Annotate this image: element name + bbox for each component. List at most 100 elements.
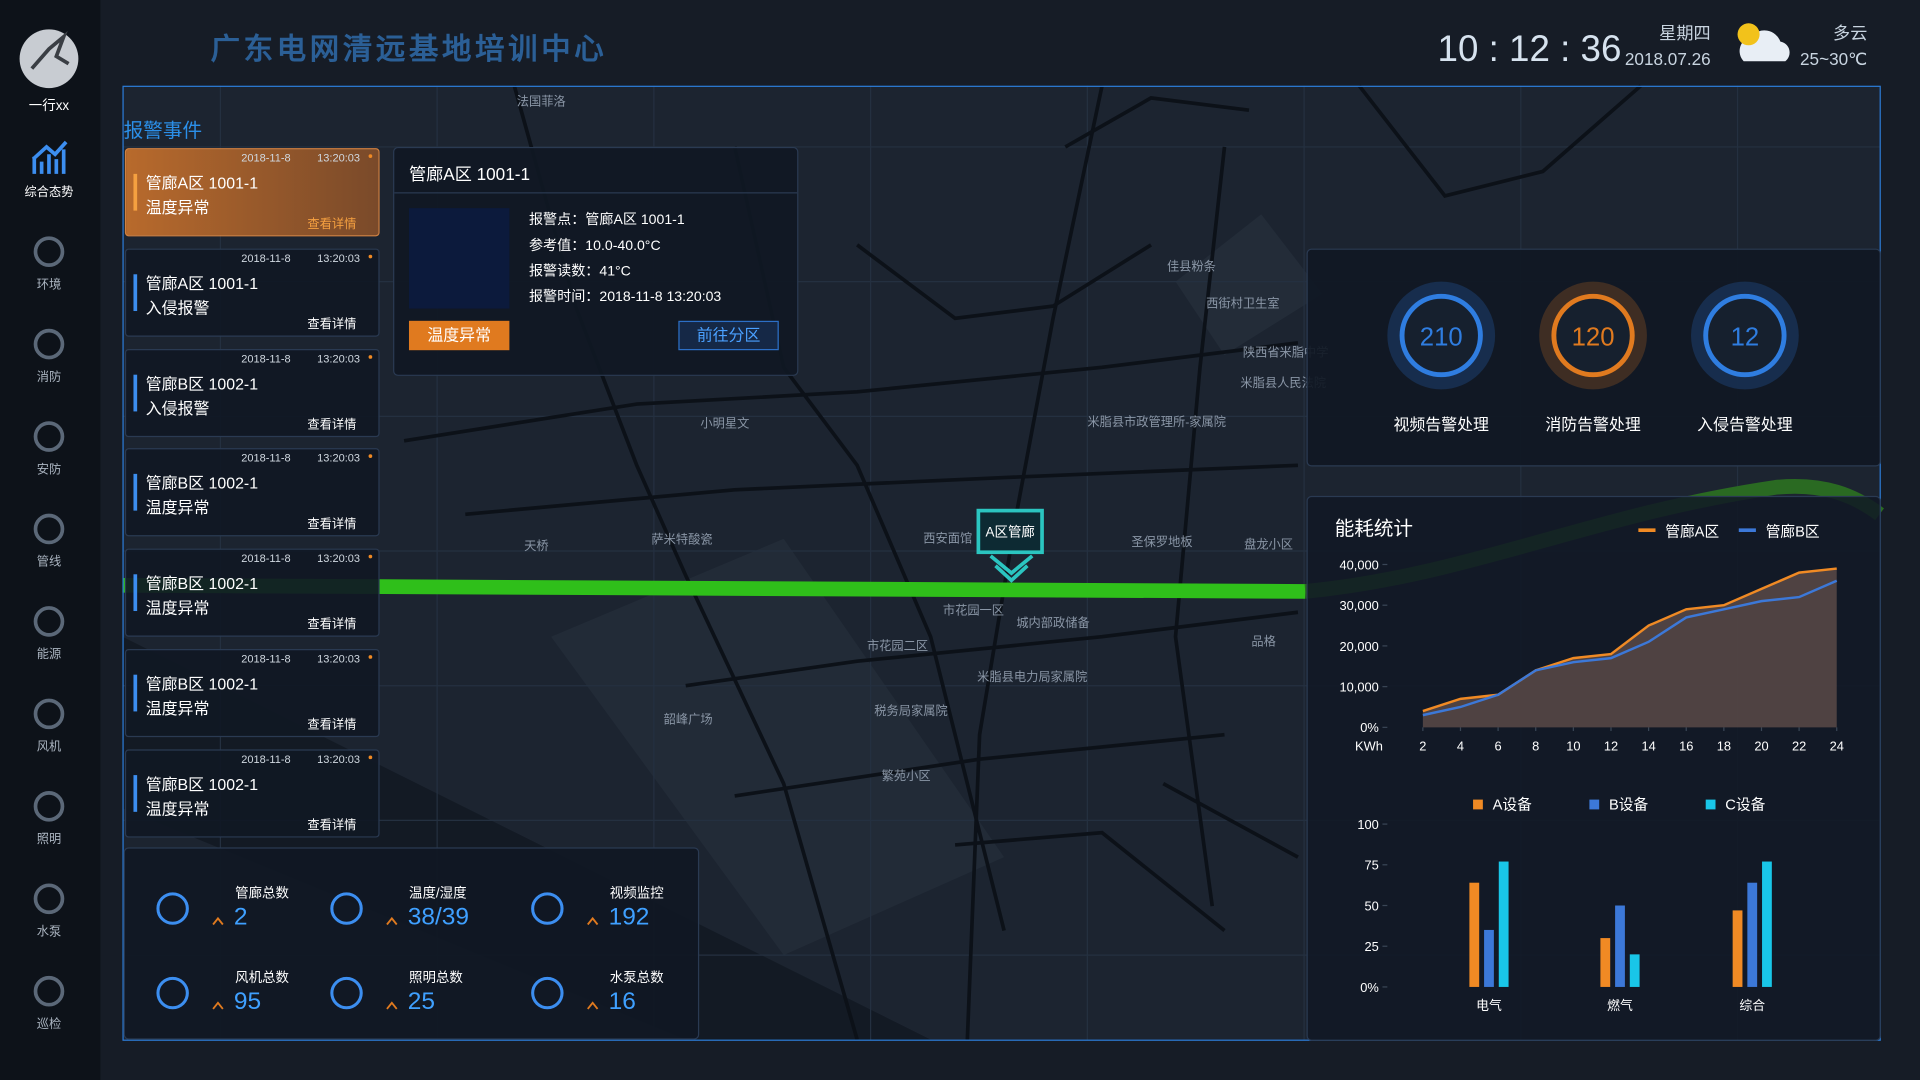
nav-label: 消防	[37, 369, 61, 384]
alarm-dot	[368, 655, 373, 659]
map-road	[1162, 782, 1299, 859]
alarm-bar	[133, 474, 138, 512]
y-tick-label: 10,000	[1339, 680, 1378, 695]
nav-icon	[33, 421, 65, 452]
alarm-card[interactable]: 2018-11-8 13:20:03 管廊B区 1002-1 温度异常 查看详情	[124, 448, 380, 537]
nav-label: 风机	[37, 740, 61, 754]
marker-label: A区管廊	[986, 523, 1035, 539]
nav-icon	[31, 140, 68, 174]
y-tick-label: 50	[1364, 898, 1378, 913]
nav-icon	[33, 328, 65, 360]
alarm-dot	[368, 354, 373, 359]
x-tick-label: 20	[1754, 739, 1768, 754]
y-tick-label: 0%	[1360, 980, 1379, 995]
alarm-date: 2018-11-8	[241, 452, 291, 465]
temperature: 25~30℃	[1800, 48, 1868, 69]
alarm-location: 管廊B区 1002-1	[145, 774, 259, 794]
nav-label: 照明	[37, 832, 61, 846]
alarm-link[interactable]: 查看详情	[307, 518, 357, 532]
x-tick-label: 12	[1604, 739, 1618, 754]
nav-label: 管线	[37, 554, 61, 569]
alarm-card[interactable]: 2018-11-8 13:20:03 管廊B区 1002-1 温度异常 查看详情	[124, 548, 380, 637]
alarm-link[interactable]: 查看详情	[307, 818, 357, 833]
bar	[1615, 905, 1625, 987]
alarm-card[interactable]: 2018-11-8 13:20:03 管廊A区 1001-1 入侵报警 查看详情	[124, 248, 380, 337]
alarm-link[interactable]: 查看详情	[307, 217, 357, 232]
weather: 多云	[1833, 23, 1868, 43]
marker-box	[976, 508, 1044, 555]
stat-label: 视频监控	[609, 886, 664, 902]
stat-value: 192	[608, 903, 650, 931]
alarm-location: 管廊A区 1001-1	[145, 274, 259, 293]
legend-label: B设备	[1609, 796, 1648, 813]
nav-icon	[33, 236, 65, 267]
stat-label: 管廊总数	[235, 886, 289, 902]
nav-label: 环境	[37, 276, 61, 291]
x-tick-label: 24	[1830, 739, 1844, 754]
nav-label: 能源	[37, 647, 61, 661]
alarm-link[interactable]: 查看详情	[307, 318, 357, 332]
gauges: 210 视频告警处理 120 消防告警处理 12 入侵告警处理	[1387, 281, 1799, 434]
popup-button[interactable]: 前往分区	[678, 320, 779, 351]
stat-value: 95	[233, 988, 262, 1016]
alarm-date: 2018-11-8	[241, 752, 291, 766]
bar	[1747, 882, 1758, 987]
y-axis-label: KWh	[1355, 739, 1383, 754]
popup-divider	[394, 192, 798, 194]
alarm-time: 13:20:03	[317, 552, 361, 565]
bar	[1469, 882, 1480, 987]
stat-arrow	[587, 916, 599, 926]
gauge-value: 210	[1420, 323, 1463, 351]
stat-icon	[330, 976, 363, 1010]
map-label: 米脂县人民法院	[1240, 375, 1326, 390]
x-tick-label: 8	[1532, 739, 1539, 754]
stat-arrow	[587, 1001, 599, 1010]
alarm-link[interactable]: 查看详情	[307, 618, 357, 633]
map-label: 小明星文	[700, 415, 749, 430]
map-label: 萨米特酸瓷	[651, 532, 712, 547]
alarm-date: 2018-11-8	[241, 652, 291, 665]
alarm-type: 温度异常	[145, 599, 210, 618]
map-label: 米脂县市政管理所-家属院	[1087, 414, 1226, 429]
map-label: 西安面馆	[923, 530, 972, 545]
nav-label: 综合态势	[25, 184, 74, 199]
alarm-type: 温度异常	[145, 799, 210, 818]
page-title: 广东电网清远基地培训中心	[210, 33, 608, 67]
alarm-link[interactable]: 查看详情	[307, 418, 357, 432]
nav-label: 水泵	[37, 925, 61, 939]
alarm-date: 2018-11-8	[241, 151, 291, 165]
alarm-bar	[133, 274, 138, 311]
user-name: 一行xx	[29, 98, 70, 113]
x-tick-label: 2	[1419, 739, 1426, 754]
alarm-date: 2018-11-8	[241, 552, 291, 565]
nav-icon	[33, 698, 65, 730]
alarm-time: 13:20:03	[317, 752, 361, 766]
stat-arrow	[386, 916, 398, 926]
alarm-card[interactable]: 2018-11-8 13:20:03 管廊B区 1002-1 温度异常查看详情	[124, 749, 380, 838]
alarm-bar	[133, 173, 138, 211]
alarm-link[interactable]: 查看详情	[307, 718, 357, 733]
alarm-card[interactable]: 2018-11-8 13:20:03 管廊B区 1002-1 入侵报警 查看详情	[124, 348, 380, 437]
nav-icon	[33, 975, 65, 1007]
stat-icon	[156, 976, 189, 1010]
nav-icon	[33, 883, 65, 915]
stat-arrow	[386, 1001, 398, 1010]
alarm-card[interactable]: 2018-11-8 13:20:03 管廊B区 1002-1 温度异常 查看详情	[124, 648, 380, 738]
stat-value: 16	[608, 988, 636, 1016]
alarm-time: 13:20:03	[317, 251, 361, 265]
alarm-bar	[133, 674, 138, 712]
nav-icon	[33, 513, 65, 545]
alarm-card[interactable]: 2018-11-8 13:20:03 管廊A区 1001-1 温度异常 查看详情	[124, 148, 380, 237]
map-road	[954, 830, 1226, 933]
x-tick-label: 4	[1457, 739, 1464, 754]
alarm-dot	[368, 154, 373, 158]
alarm-dot	[368, 755, 373, 759]
alarm-title: 报警事件	[123, 121, 203, 143]
stat-label: 照明总数	[408, 971, 463, 986]
stat-label: 温度/湿度	[408, 886, 467, 902]
y-tick-label: 30,000	[1339, 598, 1378, 613]
y-tick-label: 25	[1364, 939, 1378, 954]
